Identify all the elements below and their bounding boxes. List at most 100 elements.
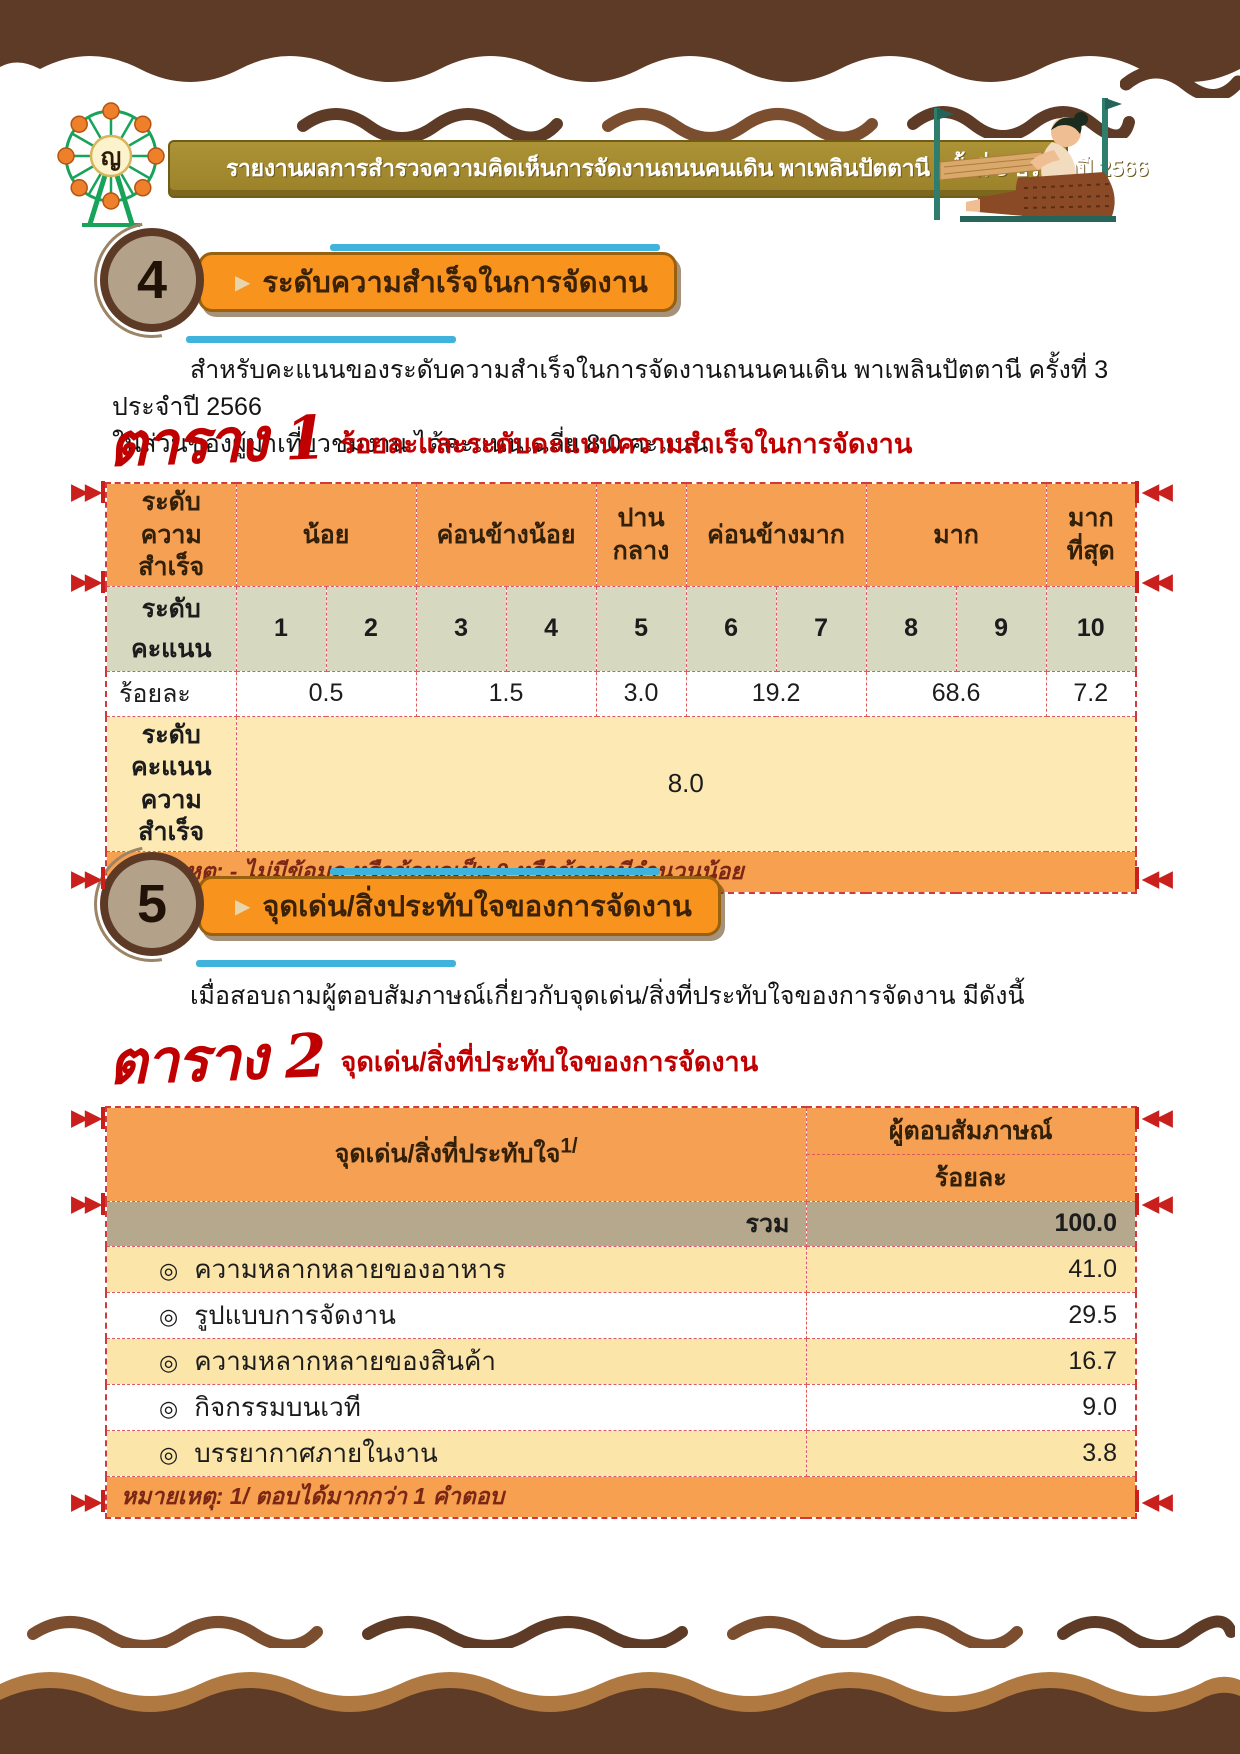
section-4-title-banner: ▶ ระดับความสำเร็จในการจัดงาน <box>198 252 677 312</box>
total-value-cell: 100.0 <box>805 1200 1137 1247</box>
table-left-marker-icon: ▶▶ <box>71 866 108 890</box>
table-right-marker-icon: ◀◀ <box>1132 570 1173 593</box>
table-right-marker-icon: ◀◀ <box>1132 480 1173 503</box>
table-1-label: ตาราง 1 <box>106 403 326 481</box>
banner-arrow-icon: ▶ <box>235 895 251 918</box>
score-cell: 8 <box>865 585 957 672</box>
wave-squiggle-icon <box>602 108 878 140</box>
table-2-heading: ตาราง 2 จุดเด่น/สิ่งที่ประทับใจของการจัด… <box>107 1021 759 1099</box>
table-2-label: ตาราง 2 <box>106 1021 326 1099</box>
percent-cell: 0.5 <box>235 670 417 717</box>
table-left-marker-icon: ▶▶ <box>71 570 108 593</box>
wave-squiggle-icon <box>362 1616 688 1648</box>
wave-squiggle-icon <box>1120 65 1240 98</box>
table-left-marker-icon: ▶▶ <box>71 480 108 503</box>
wave-squiggle-icon <box>727 1616 1023 1648</box>
table-2-note: หมายเหตุ: 1/ ตอบได้มากกว่า 1 คำตอบ <box>105 1475 1137 1518</box>
item-cell: ◎ ความหลากหลายของสินค้า <box>105 1337 807 1385</box>
bullet-icon: ◎ <box>159 1395 179 1421</box>
table-right-marker-icon: ◀◀ <box>1132 1106 1173 1129</box>
table-row: ◎ ความหลากหลายของสินค้า 16.7 <box>105 1337 1137 1385</box>
table-row: ◎ รูปแบบการจัดงาน 29.5 <box>105 1291 1137 1339</box>
header-cell: มาก ที่สุด <box>1045 482 1137 587</box>
percent-cell: 7.2 <box>1045 670 1137 717</box>
section-5-number-badge: 5 <box>100 852 204 956</box>
item-label: ความหลากหลายของสินค้า <box>194 1345 496 1376</box>
score-cell: 10 <box>1045 585 1137 672</box>
wave-squiggle-icon <box>297 108 563 140</box>
intro-paragraph: สำหรับคะแนนของระดับความสำเร็จในการจัดงาน… <box>112 352 1132 463</box>
bullet-icon: ◎ <box>159 1303 179 1329</box>
percent-cell: 3.0 <box>595 670 687 717</box>
header-cell: ปาน กลาง <box>595 482 687 587</box>
score-cell: 2 <box>325 585 417 672</box>
table-2-wrapper: ▶▶ ◀◀ ▶▶ ◀◀ ▶▶ ◀◀ จุดเด่น/สิ่งที่ประทับใ… <box>71 1106 1173 1519</box>
percent-cell: 1.5 <box>415 670 597 717</box>
score-cell: 3 <box>415 585 507 672</box>
table-right-marker-icon: ◀◀ <box>1132 1489 1173 1513</box>
total-label-cell: รวม <box>105 1200 807 1247</box>
table-row: ระดับคะแนน ความสำเร็จ 8.0 <box>105 715 1137 852</box>
section-5-number: 5 <box>136 874 168 934</box>
accent-line <box>330 244 660 251</box>
item-label: บรรยากาศภายในงาน <box>194 1437 438 1468</box>
section-4-title: ระดับความสำเร็จในการจัดงาน <box>262 267 648 299</box>
top-brown-band <box>0 0 1240 50</box>
bullet-icon: ◎ <box>159 1257 179 1283</box>
row-label-cell: ระดับคะแนน ความสำเร็จ <box>105 715 237 852</box>
table-2-title: จุดเด่น/สิ่งที่ประทับใจของการจัดงาน <box>340 1047 759 1077</box>
final-score-cell: 8.0 <box>235 715 1137 852</box>
table-row: ระดับ ความสำเร็จ น้อย ค่อนข้างน้อย ปาน ก… <box>105 482 1137 587</box>
highlights-header-text: จุดเด่น/สิ่งที่ประทับใจ <box>334 1140 561 1169</box>
item-cell: ◎ กิจกรรมบนเวที <box>105 1383 807 1431</box>
score-cell: 7 <box>775 585 867 672</box>
wave-squiggle-icon <box>27 1616 323 1648</box>
percent-cell: 19.2 <box>685 670 867 717</box>
section-5-title-banner: ▶ จุดเด่น/สิ่งประทับใจของการจัดงาน <box>198 876 721 936</box>
row-label-cell: ระดับคะแนน <box>105 585 237 672</box>
item-cell: ◎ บรรยากาศภายในงาน <box>105 1429 807 1477</box>
total-row: รวม 100.0 <box>105 1200 1137 1247</box>
score-cell: 6 <box>685 585 777 672</box>
corner-header-cell: ระดับ ความสำเร็จ <box>105 482 237 587</box>
paragraph-line: สำหรับคะแนนของระดับความสำเร็จในการจัดงาน… <box>112 356 1109 421</box>
paragraph-line: ในส่วนของผู้มาเที่ยวชมงาน ได้คะแนนเฉลี่ย… <box>112 430 709 458</box>
paragraph-line: เมื่อสอบถามผู้ตอบสัมภาษณ์เกี่ยวกับจุดเด่… <box>190 982 1025 1010</box>
header-cell: มาก <box>865 482 1047 587</box>
table-2: จุดเด่น/สิ่งที่ประทับใจ1/ ผู้ตอบสัมภาษณ์… <box>105 1106 1137 1519</box>
highlights-header-cell: จุดเด่น/สิ่งที่ประทับใจ1/ <box>105 1106 807 1202</box>
row-label-cell: ร้อยละ <box>105 670 237 717</box>
section-4-number-badge: 4 <box>100 228 204 332</box>
table-left-marker-icon: ▶▶ <box>71 1106 108 1129</box>
item-value-cell: 29.5 <box>805 1291 1137 1339</box>
item-value-cell: 16.7 <box>805 1337 1137 1385</box>
top-wave-decoration <box>0 49 1240 82</box>
item-value-cell: 3.8 <box>805 1429 1137 1477</box>
table-row: ร้อยละ 0.5 1.5 3.0 19.2 68.6 7.2 <box>105 670 1137 717</box>
table-row: ◎ กิจกรรมบนเวที 9.0 <box>105 1383 1137 1431</box>
item-value-cell: 41.0 <box>805 1245 1137 1293</box>
bullet-icon: ◎ <box>159 1349 179 1375</box>
accent-line <box>330 868 660 875</box>
table-left-marker-icon: ▶▶ <box>71 1192 108 1215</box>
weaver-illustration <box>934 98 1122 222</box>
respondents-header-top: ผู้ตอบสัมภาษณ์ <box>888 1117 1053 1146</box>
item-cell: ◎ ความหลากหลายของอาหาร <box>105 1245 807 1293</box>
banner-arrow-icon: ▶ <box>235 271 251 294</box>
table-row: ระดับคะแนน 1 2 3 4 5 6 7 8 9 10 <box>105 585 1137 672</box>
table-right-marker-icon: ◀◀ <box>1132 866 1173 890</box>
item-label: รูปแบบการจัดงาน <box>194 1299 396 1330</box>
score-cell: 9 <box>955 585 1047 672</box>
table-note-row: หมายเหตุ: 1/ ตอบได้มากกว่า 1 คำตอบ <box>105 1475 1137 1518</box>
accent-line <box>196 960 456 967</box>
item-label: กิจกรรมบนเวที <box>194 1391 361 1422</box>
header-cell: น้อย <box>235 482 417 587</box>
table-1-title: ร้อยละและระดับคะแนนความสำเร็จในการจัดงาน <box>340 429 913 459</box>
section-4-number: 4 <box>136 250 168 310</box>
header-cell: ค่อนข้างน้อย <box>415 482 597 587</box>
score-cell: 4 <box>505 585 597 672</box>
table-row: จุดเด่น/สิ่งที่ประทับใจ1/ ผู้ตอบสัมภาษณ์… <box>105 1106 1137 1202</box>
percent-cell: 68.6 <box>865 670 1047 717</box>
item-value-cell: 9.0 <box>805 1383 1137 1431</box>
